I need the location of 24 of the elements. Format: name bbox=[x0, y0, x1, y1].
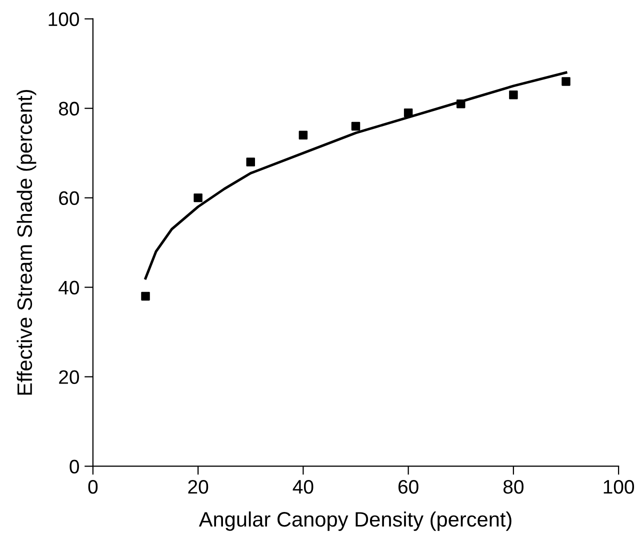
y-tick-label: 20 bbox=[59, 370, 79, 384]
point bbox=[509, 90, 518, 100]
x-tick-label: 0 bbox=[88, 480, 98, 494]
point bbox=[141, 292, 150, 301]
y-tick-label: 0 bbox=[70, 460, 79, 474]
y-tick-label: 100 bbox=[48, 12, 79, 26]
x-tick-label: 60 bbox=[398, 480, 418, 494]
x-tick-label: 40 bbox=[292, 480, 314, 494]
y-tick-label: 60 bbox=[59, 191, 79, 206]
y-tick-label: 40 bbox=[58, 280, 79, 295]
x-tick-label: 20 bbox=[188, 480, 208, 494]
x-tick-label: 80 bbox=[503, 480, 524, 494]
y-axis-title: Effective Stream Shade (percent) bbox=[16, 90, 36, 395]
point bbox=[194, 193, 202, 202]
x-tick-label: 100 bbox=[604, 480, 634, 494]
point bbox=[456, 99, 466, 108]
point bbox=[351, 122, 360, 131]
line-series bbox=[144, 71, 568, 280]
x-axis-title: Angular Canopy Density (percent) bbox=[198, 511, 512, 531]
point bbox=[298, 130, 308, 140]
point bbox=[404, 108, 413, 118]
point bbox=[246, 158, 255, 166]
y-tick-label: 80 bbox=[58, 102, 79, 116]
point bbox=[562, 77, 570, 86]
